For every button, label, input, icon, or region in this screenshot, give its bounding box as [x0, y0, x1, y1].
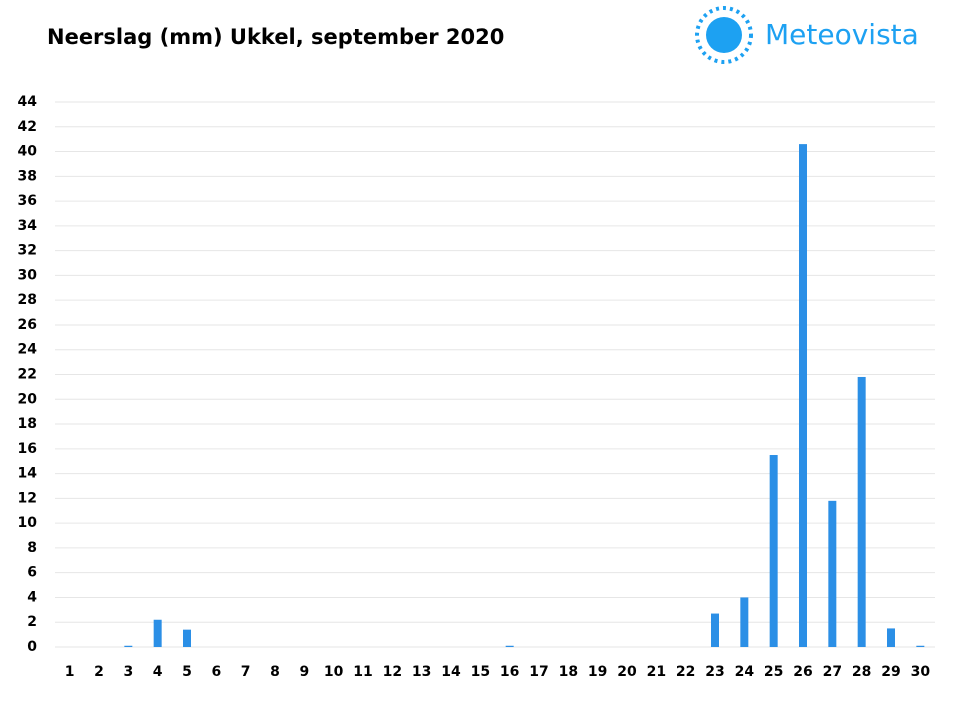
y-tick-label: 24 [18, 342, 38, 358]
bar [916, 645, 925, 647]
y-tick-label: 40 [18, 144, 38, 160]
x-tick-label: 9 [299, 664, 309, 680]
x-tick-label: 6 [211, 664, 221, 680]
x-tick-label: 10 [324, 664, 344, 680]
bar [153, 619, 162, 647]
y-tick-label: 44 [18, 94, 38, 110]
y-tick-label: 4 [27, 589, 37, 605]
x-tick-label: 5 [182, 664, 192, 680]
y-tick-label: 28 [18, 292, 37, 308]
bar [183, 629, 191, 647]
y-tick-label: 12 [18, 490, 37, 506]
x-tick-label: 12 [383, 664, 402, 680]
chart-title: Neerslag (mm) Ukkel, september 2020 [47, 25, 504, 49]
bar [740, 597, 749, 647]
bar [769, 455, 778, 647]
x-tick-label: 24 [735, 664, 755, 680]
bar [887, 628, 895, 647]
y-tick-label: 14 [18, 466, 38, 482]
x-tick-label: 20 [617, 664, 637, 680]
y-tick-label: 30 [18, 267, 38, 283]
y-tick-label: 16 [18, 441, 37, 457]
bar [828, 500, 837, 647]
y-tick-label: 32 [18, 243, 37, 259]
x-tick-label: 30 [911, 664, 931, 680]
bar [505, 645, 514, 647]
x-tick-label: 4 [153, 664, 163, 680]
y-tick-label: 34 [18, 218, 38, 234]
bar [857, 376, 866, 647]
x-tick-label: 15 [471, 664, 490, 680]
x-tick-label: 8 [270, 664, 280, 680]
y-tick-label: 0 [27, 639, 37, 655]
y-tick-label: 38 [18, 168, 37, 184]
x-tick-label: 22 [676, 664, 695, 680]
y-tick-label: 36 [18, 193, 37, 209]
y-tick-label: 42 [18, 119, 37, 135]
x-tick-label: 27 [823, 664, 842, 680]
x-tick-label: 14 [441, 664, 461, 680]
x-tick-label: 13 [412, 664, 431, 680]
logo-rays [695, 6, 753, 64]
bar [799, 144, 807, 647]
x-tick-label: 16 [500, 664, 519, 680]
y-tick-label: 22 [18, 367, 37, 383]
x-tick-label: 11 [353, 664, 372, 680]
x-tick-label: 25 [764, 664, 783, 680]
x-tick-label: 17 [529, 664, 548, 680]
x-tick-label: 18 [559, 664, 578, 680]
x-tick-label: 26 [793, 664, 812, 680]
logo: Meteovista [695, 6, 919, 64]
bar [711, 613, 719, 647]
x-tick-label: 2 [94, 664, 104, 680]
x-tick-label: 7 [241, 664, 251, 680]
logo-sun [706, 17, 742, 53]
y-tick-label: 2 [27, 614, 37, 630]
x-tick-label: 23 [705, 664, 724, 680]
x-tick-label: 1 [65, 664, 75, 680]
y-tick-label: 26 [18, 317, 37, 333]
y-tick-label: 6 [27, 565, 37, 581]
x-tick-label: 3 [123, 664, 133, 680]
x-tick-label: 21 [647, 664, 666, 680]
bar [124, 645, 133, 647]
y-tick-label: 8 [27, 540, 37, 556]
x-tick-label: 19 [588, 664, 607, 680]
y-tick-label: 20 [18, 391, 38, 407]
x-tick-label: 28 [852, 664, 871, 680]
y-tick-label: 10 [18, 515, 38, 531]
y-tick-label: 18 [18, 416, 37, 432]
logo-text: Meteovista [765, 18, 919, 51]
x-tick-label: 29 [881, 664, 900, 680]
